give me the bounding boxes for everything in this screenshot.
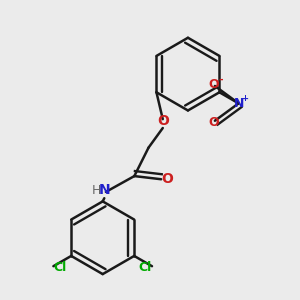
Text: +: + <box>241 94 248 103</box>
Text: -: - <box>218 75 223 85</box>
Text: N: N <box>233 97 244 110</box>
Text: H: H <box>92 184 101 197</box>
Text: O: O <box>158 114 169 128</box>
Text: Cl: Cl <box>138 261 152 274</box>
Text: O: O <box>208 78 219 91</box>
Text: O: O <box>161 172 173 186</box>
Text: Cl: Cl <box>54 261 67 274</box>
Text: N: N <box>98 183 110 197</box>
Text: O: O <box>208 116 219 129</box>
